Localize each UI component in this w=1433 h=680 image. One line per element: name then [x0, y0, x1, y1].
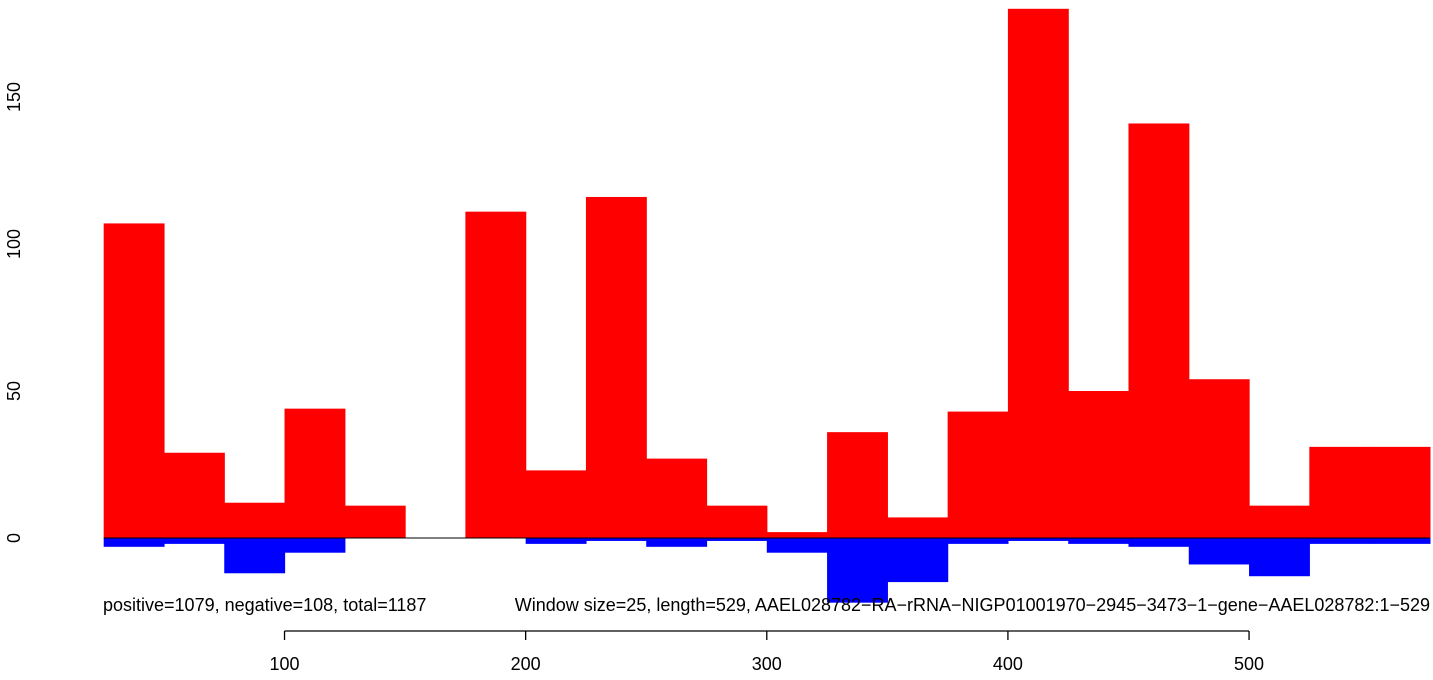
negative-bar [1128, 538, 1190, 547]
negative-bar [947, 538, 1009, 544]
positive-bar [284, 408, 346, 538]
negative-bar [1249, 538, 1310, 577]
positive-bar [1309, 446, 1371, 538]
negative-bar [284, 538, 346, 553]
positive-bar [344, 505, 406, 538]
negative-bar [585, 538, 647, 541]
negative-bar [1188, 538, 1250, 565]
y-tick-label: 100 [4, 229, 24, 259]
positive-bar [465, 211, 527, 538]
x-axis: 100 200 300 400 500 [270, 630, 1264, 674]
negative-bar [1369, 538, 1431, 544]
negative-bar [224, 538, 286, 574]
negative-bar [766, 538, 828, 553]
y-tick-label: 0 [4, 533, 24, 543]
x-tick-label: 300 [752, 654, 782, 674]
positive-bar [1369, 446, 1431, 538]
x-tick-label: 200 [511, 654, 541, 674]
negative-bar [1068, 538, 1130, 544]
positive-bar [585, 196, 647, 538]
positive-bar [706, 505, 768, 538]
subtitle-right: Window size=25, length=529, AAEL028782−R… [515, 595, 1430, 615]
positive-bar [887, 517, 949, 538]
positive-bar [947, 411, 1009, 538]
positive-bar [1188, 379, 1250, 538]
positive-bar [766, 532, 828, 538]
negative-bar [827, 538, 888, 603]
negative-bar [1007, 538, 1069, 541]
negative-bar [706, 538, 768, 541]
y-tick-label: 150 [4, 82, 24, 112]
positive-bar [1128, 123, 1190, 539]
positive-bar [103, 223, 165, 539]
negative-bar [646, 538, 708, 547]
x-tick-label: 100 [270, 654, 300, 674]
bars-group [103, 8, 1431, 603]
x-tick-label: 500 [1234, 654, 1264, 674]
y-axis: 0 50 100 150 [4, 82, 24, 543]
y-tick-label: 50 [4, 381, 24, 401]
negative-bar [103, 538, 165, 547]
positive-bar [827, 432, 888, 538]
positive-bar [1068, 391, 1130, 538]
positive-bar [163, 452, 225, 538]
negative-bar [163, 538, 225, 544]
subtitle-left: positive=1079, negative=108, total=1187 [103, 595, 426, 615]
positive-bar [646, 458, 708, 538]
positive-bar [1007, 8, 1069, 539]
positive-bar [1249, 505, 1310, 538]
x-tick-label: 400 [993, 654, 1023, 674]
positive-bar [525, 470, 587, 538]
negative-bar [525, 538, 587, 544]
negative-bar [1309, 538, 1371, 544]
negative-bar [887, 538, 949, 583]
positive-bar [224, 502, 286, 538]
